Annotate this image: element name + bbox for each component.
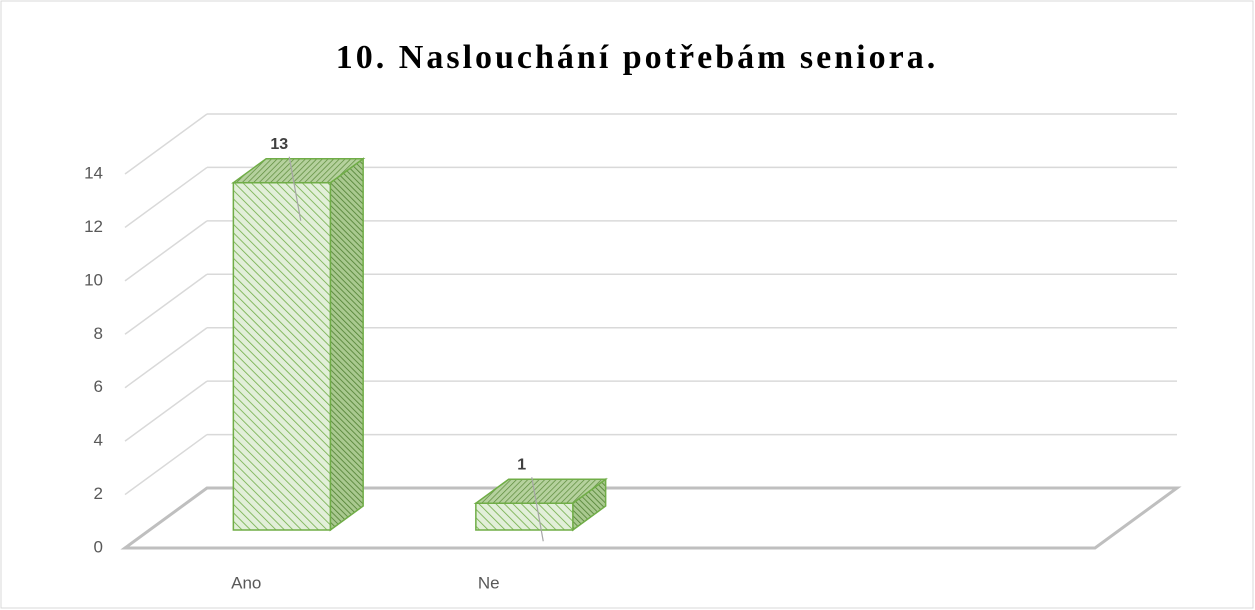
y-tick-label: 0 bbox=[94, 537, 103, 556]
y-tick-label: 8 bbox=[94, 324, 103, 343]
y-tick-label: 12 bbox=[84, 217, 103, 236]
leader-line bbox=[531, 477, 544, 542]
grid-line bbox=[124, 433, 208, 496]
chart-title: 10. Naslouchání potřebám seniora. bbox=[336, 39, 938, 76]
data-label: 13 bbox=[270, 136, 288, 153]
y-tick-label: 14 bbox=[84, 163, 103, 182]
grid-line bbox=[124, 166, 208, 229]
grid-line bbox=[124, 113, 208, 175]
y-tick-label: 4 bbox=[94, 431, 103, 450]
y-tick-label: 10 bbox=[84, 270, 103, 289]
bar-side bbox=[329, 157, 364, 532]
bar bbox=[232, 181, 332, 531]
x-tick-label: Ano bbox=[231, 573, 261, 592]
data-label: 1 bbox=[517, 457, 526, 474]
y-tick-label: 6 bbox=[94, 377, 103, 396]
bar bbox=[475, 502, 574, 531]
y-tick-label: 2 bbox=[94, 484, 103, 503]
leader-line bbox=[288, 156, 302, 221]
grid-line bbox=[124, 327, 208, 389]
grid-line bbox=[124, 273, 208, 335]
grid-line bbox=[124, 380, 208, 442]
floor bbox=[120, 486, 1182, 550]
x-tick-label: Ne bbox=[478, 573, 500, 592]
grid-line bbox=[124, 220, 208, 282]
